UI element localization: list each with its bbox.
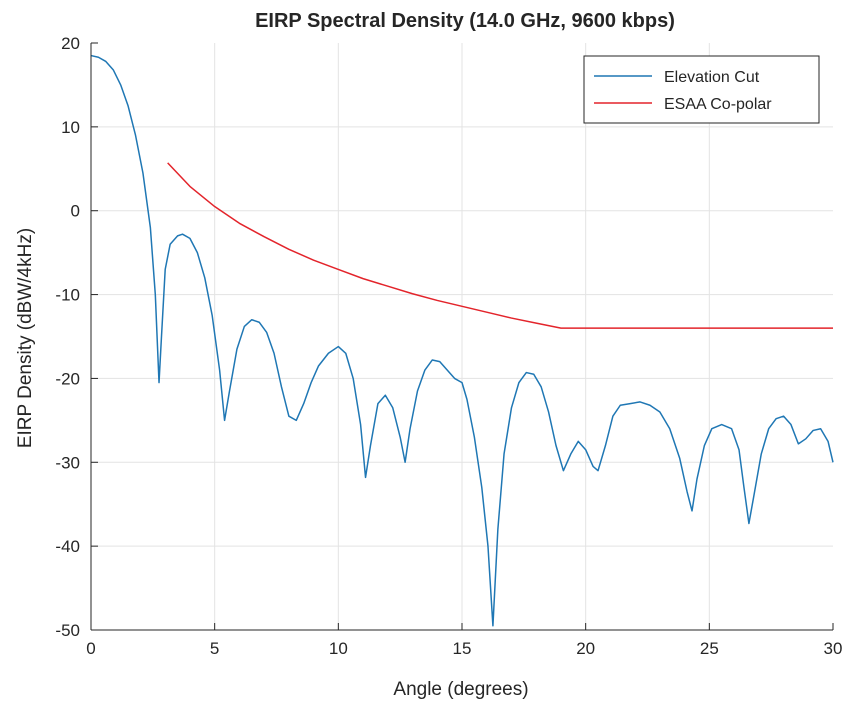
series-line-1	[167, 162, 833, 329]
y-tick-label: -30	[55, 453, 80, 472]
x-tick-label: 20	[576, 639, 595, 658]
y-tick-label: -20	[55, 369, 80, 388]
y-tick-label: -40	[55, 537, 80, 556]
y-tick-label: -10	[55, 286, 80, 305]
y-tick-label: 10	[61, 118, 80, 137]
axes: 0 5 10 15 20 25 30 20 10 0 -10 -20 -30 -40 -50	[55, 34, 842, 658]
grid	[91, 43, 833, 630]
x-tick-label: 5	[210, 639, 219, 658]
x-axis-label: Angle (degrees)	[393, 679, 528, 700]
x-tick-label: 30	[824, 639, 843, 658]
plot-series	[90, 54, 834, 627]
chart-title: EIRP Spectral Density (14.0 GHz, 9600 kb…	[255, 10, 675, 32]
legend-box	[583, 55, 820, 124]
legend: Elevation Cut ESAA Co-polar	[583, 55, 820, 124]
y-tick-label: -50	[55, 621, 80, 640]
legend-label-1: ESAA Co-polar	[664, 96, 772, 113]
legend-label-0: Elevation Cut	[664, 69, 760, 86]
x-tick-label: 15	[453, 639, 472, 658]
y-tick-label: 20	[61, 34, 80, 53]
y-axis-label: EIRP Density (dBW/4kHz)	[15, 228, 36, 448]
x-tick-label: 10	[329, 639, 348, 658]
y-tick-label: 0	[71, 202, 80, 221]
x-tick-label: 25	[700, 639, 719, 658]
series-line-0	[90, 54, 834, 627]
x-tick-label: 0	[86, 639, 95, 658]
